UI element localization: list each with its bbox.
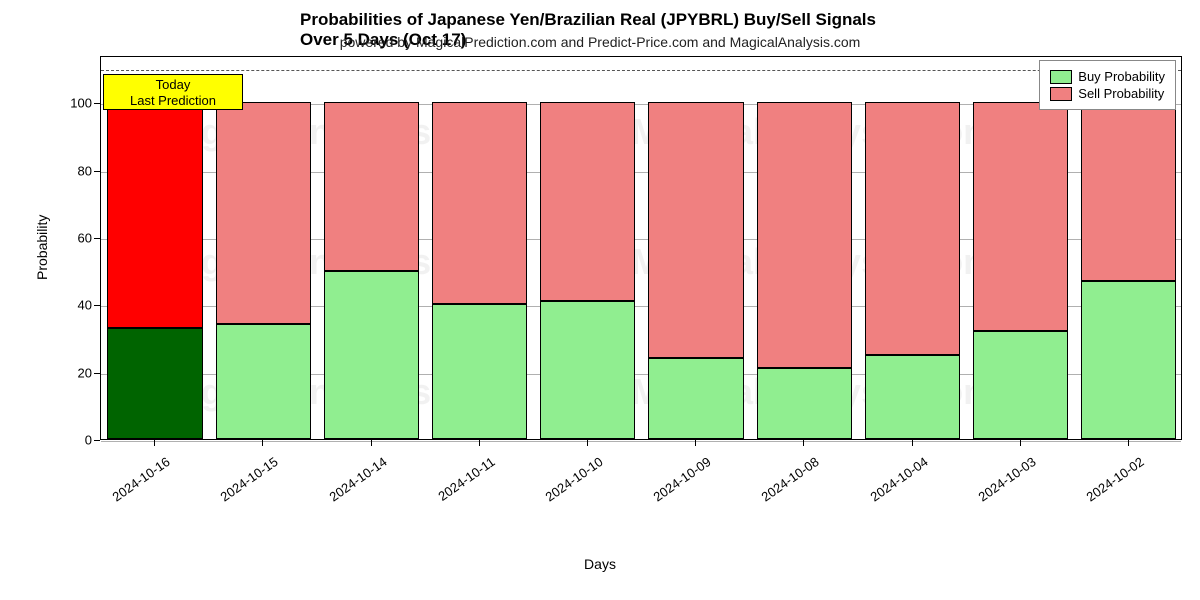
legend: Buy Probability Sell Probability [1039,60,1176,110]
reference-line [101,70,1181,71]
bar-sell [1081,102,1176,281]
y-tick-label: 100 [52,96,92,111]
legend-swatch [1050,70,1072,84]
bar-sell [432,102,527,304]
x-tick-label: 2024-10-04 [840,454,931,524]
x-tick-mark [1020,440,1021,446]
annotation-line-2: Last Prediction [108,93,238,109]
y-tick-label: 20 [52,365,92,380]
legend-label: Sell Probability [1078,86,1164,101]
legend-label: Buy Probability [1078,69,1165,84]
bar-sell [540,102,635,301]
x-tick-label: 2024-10-08 [731,454,822,524]
legend-swatch [1050,87,1072,101]
bar-sell [324,102,419,270]
legend-item: Buy Probability [1050,69,1165,84]
bar-buy [973,331,1068,439]
bar-buy [1081,281,1176,439]
x-tick-mark [154,440,155,446]
bar-sell [107,102,202,328]
bar-buy [432,304,527,439]
legend-item: Sell Probability [1050,86,1165,101]
x-tick-label: 2024-10-02 [1056,454,1147,524]
x-tick-label: 2024-10-11 [407,454,498,524]
chart-plot-area: MagicalAnalysis.comMagicalAnalysis.comMa… [100,56,1182,440]
y-tick-mark [94,440,100,441]
bar-buy [757,368,852,439]
y-tick-label: 80 [52,163,92,178]
x-axis-label: Days [584,556,616,572]
y-tick-mark [94,305,100,306]
y-tick-mark [94,171,100,172]
bar-buy [107,328,202,439]
bar-sell [648,102,743,358]
x-tick-label: 2024-10-03 [948,454,1039,524]
bar-sell [865,102,960,355]
x-tick-label: 2024-10-09 [623,454,714,524]
x-tick-mark [262,440,263,446]
x-tick-mark [803,440,804,446]
bar-buy [216,324,311,439]
bar-sell [757,102,852,368]
x-tick-label: 2024-10-15 [190,454,281,524]
bar-buy [648,358,743,439]
x-tick-mark [371,440,372,446]
y-tick-label: 0 [52,433,92,448]
bar-buy [324,271,419,439]
bar-buy [540,301,635,439]
x-tick-mark [587,440,588,446]
x-tick-mark [695,440,696,446]
y-tick-label: 40 [52,298,92,313]
x-tick-mark [912,440,913,446]
bar-sell [973,102,1068,331]
annotation-line-1: Today [108,77,238,93]
x-tick-label: 2024-10-14 [299,454,390,524]
x-tick-label: 2024-10-16 [82,454,173,524]
y-tick-mark [94,103,100,104]
bar-sell [216,102,311,324]
y-tick-label: 60 [52,230,92,245]
x-tick-label: 2024-10-10 [515,454,606,524]
x-tick-mark [479,440,480,446]
y-tick-mark [94,373,100,374]
chart-subtitle: powered by MagicalPrediction.com and Pre… [340,34,861,50]
y-tick-mark [94,238,100,239]
y-axis-label: Probability [34,215,50,280]
today-annotation: Today Last Prediction [103,74,243,110]
bar-buy [865,355,960,439]
x-tick-mark [1128,440,1129,446]
